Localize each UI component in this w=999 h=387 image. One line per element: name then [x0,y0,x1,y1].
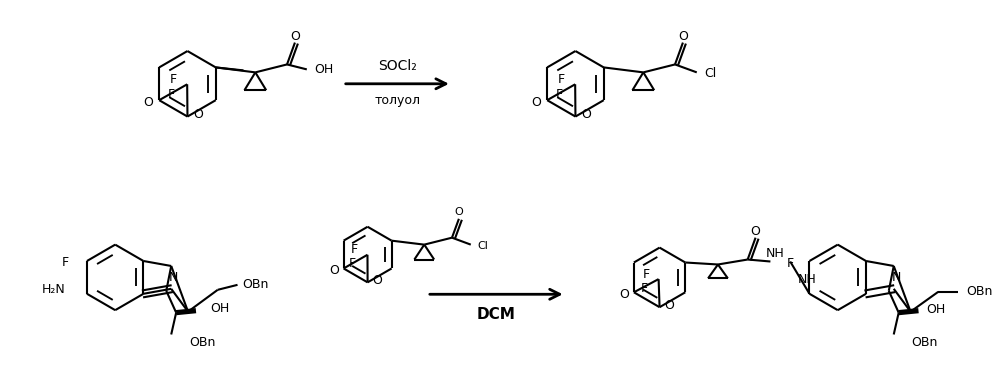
Text: O: O [290,30,300,43]
Text: OBn: OBn [966,285,992,298]
Text: N: N [892,271,901,284]
Text: O: O [619,288,629,301]
Text: F: F [168,88,175,101]
Text: O: O [750,225,760,238]
Text: F: F [555,88,562,101]
Text: F: F [641,281,648,295]
Text: N: N [169,271,178,284]
Text: F: F [786,257,793,271]
Text: F: F [62,257,69,269]
Text: SOCl₂: SOCl₂ [378,59,417,73]
Text: NH: NH [798,273,817,286]
Text: H₂N: H₂N [41,283,65,296]
Text: OBn: OBn [189,336,216,349]
Text: F: F [351,243,359,256]
Text: толуол: толуол [375,94,421,107]
Text: OH: OH [210,302,229,315]
Text: OH: OH [926,303,946,316]
Text: O: O [678,30,688,43]
Text: Cl: Cl [704,67,717,80]
Text: O: O [194,108,203,121]
Text: F: F [349,257,357,270]
Text: O: O [373,274,383,287]
Text: DCM: DCM [477,307,515,322]
Text: Cl: Cl [478,241,489,251]
Text: O: O [531,96,541,109]
Text: F: F [170,73,177,86]
Text: O: O [664,299,674,312]
Text: O: O [581,108,591,121]
Text: OBn: OBn [243,278,269,291]
Text: OBn: OBn [911,336,938,349]
Text: NH: NH [766,247,785,260]
Text: F: F [643,268,650,281]
Text: O: O [329,264,339,277]
Text: F: F [557,73,564,86]
Text: O: O [143,96,153,109]
Text: O: O [455,207,464,217]
Text: OH: OH [315,63,334,76]
